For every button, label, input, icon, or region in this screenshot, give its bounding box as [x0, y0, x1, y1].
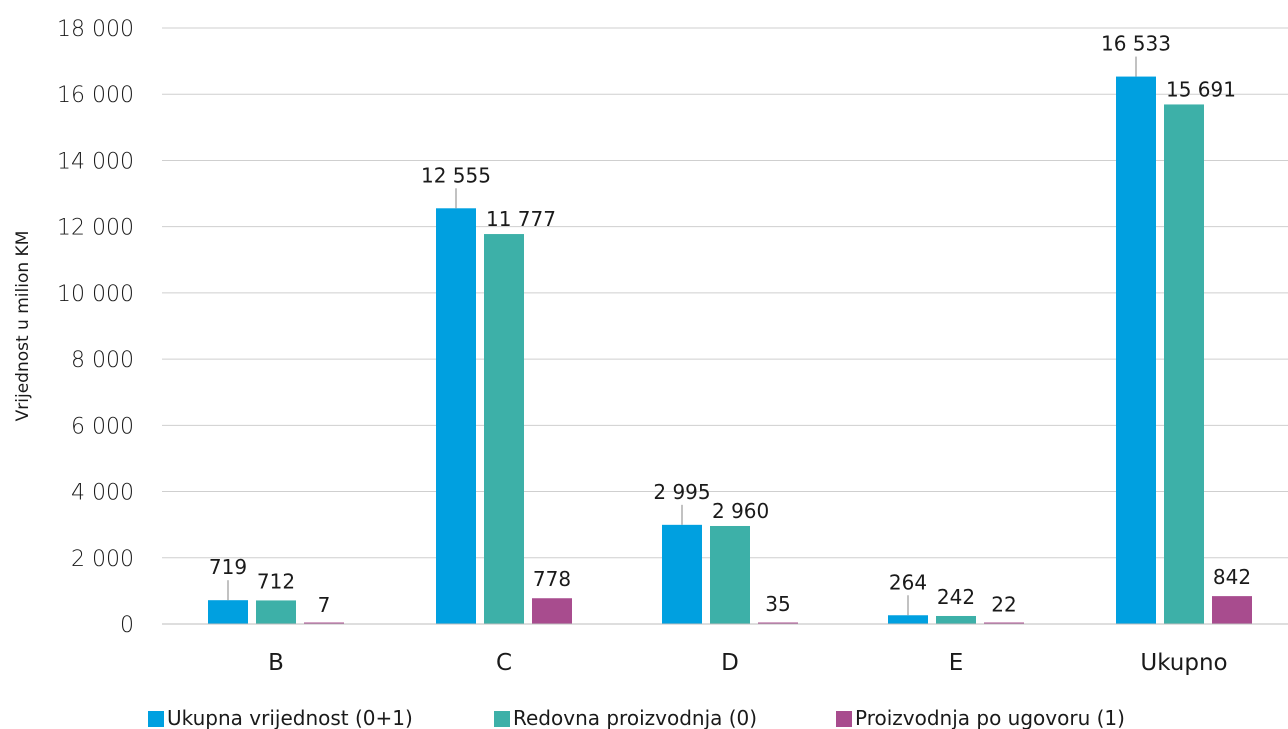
y-axis-label: Vrijednost u milion KM [13, 231, 33, 422]
x-axis: B C D E Ukupno [162, 623, 1288, 676]
y-axis: 0 2 000 4 000 6 000 8 000 10 000 12 000 14 000 1… [57, 17, 134, 638]
data-label: 719 [209, 555, 247, 579]
gridlines [162, 27, 1288, 625]
data-label: 2 995 [653, 480, 710, 504]
x-tick-label: D [721, 650, 739, 676]
y-tick-label: 12 000 [57, 216, 134, 241]
data-label: 11 777 [486, 207, 556, 231]
bar-ukupno-series-2 [1164, 104, 1204, 624]
y-tick-label: 10 000 [57, 282, 134, 307]
data-label: 16 533 [1101, 32, 1171, 56]
data-label: 15 691 [1166, 77, 1236, 101]
bar-e-series-2 [936, 615, 976, 624]
x-tick-label: C [496, 650, 512, 676]
bar-e-series-1 [888, 615, 928, 624]
bar-ukupno-series-3 [1212, 596, 1252, 624]
bar-d-series-2 [710, 525, 750, 624]
legend: Ukupna vrijednost (0+1) Redovna proizvodn… [148, 706, 1125, 729]
legend-label-2: Redovna proizvodnja (0) [513, 706, 757, 729]
legend-label-3: Proizvodnja po ugovoru (1) [855, 706, 1125, 729]
legend-swatch-3 [836, 711, 852, 727]
legend-swatch-1 [148, 711, 164, 727]
data-label: 2 960 [712, 499, 769, 523]
y-tick-label: 8 000 [71, 348, 134, 373]
x-tick-label: E [949, 650, 964, 676]
x-tick-label: B [268, 650, 284, 676]
data-label: 22 [991, 592, 1016, 616]
bar-b-series-3 [304, 622, 344, 624]
legend-label-1: Ukupna vrijednost (0+1) [167, 706, 413, 729]
bar-d-series-1 [662, 524, 702, 624]
data-label: 7 [318, 593, 331, 617]
bar-d-series-3 [758, 622, 798, 624]
data-label: 264 [889, 570, 927, 594]
data-label: 842 [1213, 565, 1251, 589]
data-label: 778 [533, 567, 571, 591]
y-tick-label: 2 000 [71, 547, 134, 572]
y-tick-label: 16 000 [57, 83, 134, 108]
x-tick-label: Ukupno [1140, 650, 1227, 676]
bar-ukupno-series-1 [1116, 76, 1156, 625]
bar-b-series-1 [208, 600, 248, 624]
y-tick-label: 4 000 [71, 481, 134, 506]
data-label: 12 555 [421, 163, 491, 187]
data-label: 242 [937, 585, 975, 609]
y-tick-label: 14 000 [57, 149, 134, 174]
legend-swatch-2 [494, 711, 510, 727]
y-tick-label: 18 000 [57, 17, 134, 42]
bar-c-series-1 [436, 208, 476, 625]
data-label: 712 [257, 569, 295, 593]
data-label: 35 [765, 592, 790, 616]
bar-e-series-3 [984, 622, 1024, 624]
bar-c-series-3 [532, 598, 572, 624]
bars [208, 76, 1252, 625]
y-tick-label: 6 000 [71, 414, 134, 439]
bar-b-series-2 [256, 600, 296, 624]
y-tick-label: 0 [120, 613, 134, 638]
bar-c-series-2 [484, 234, 524, 624]
